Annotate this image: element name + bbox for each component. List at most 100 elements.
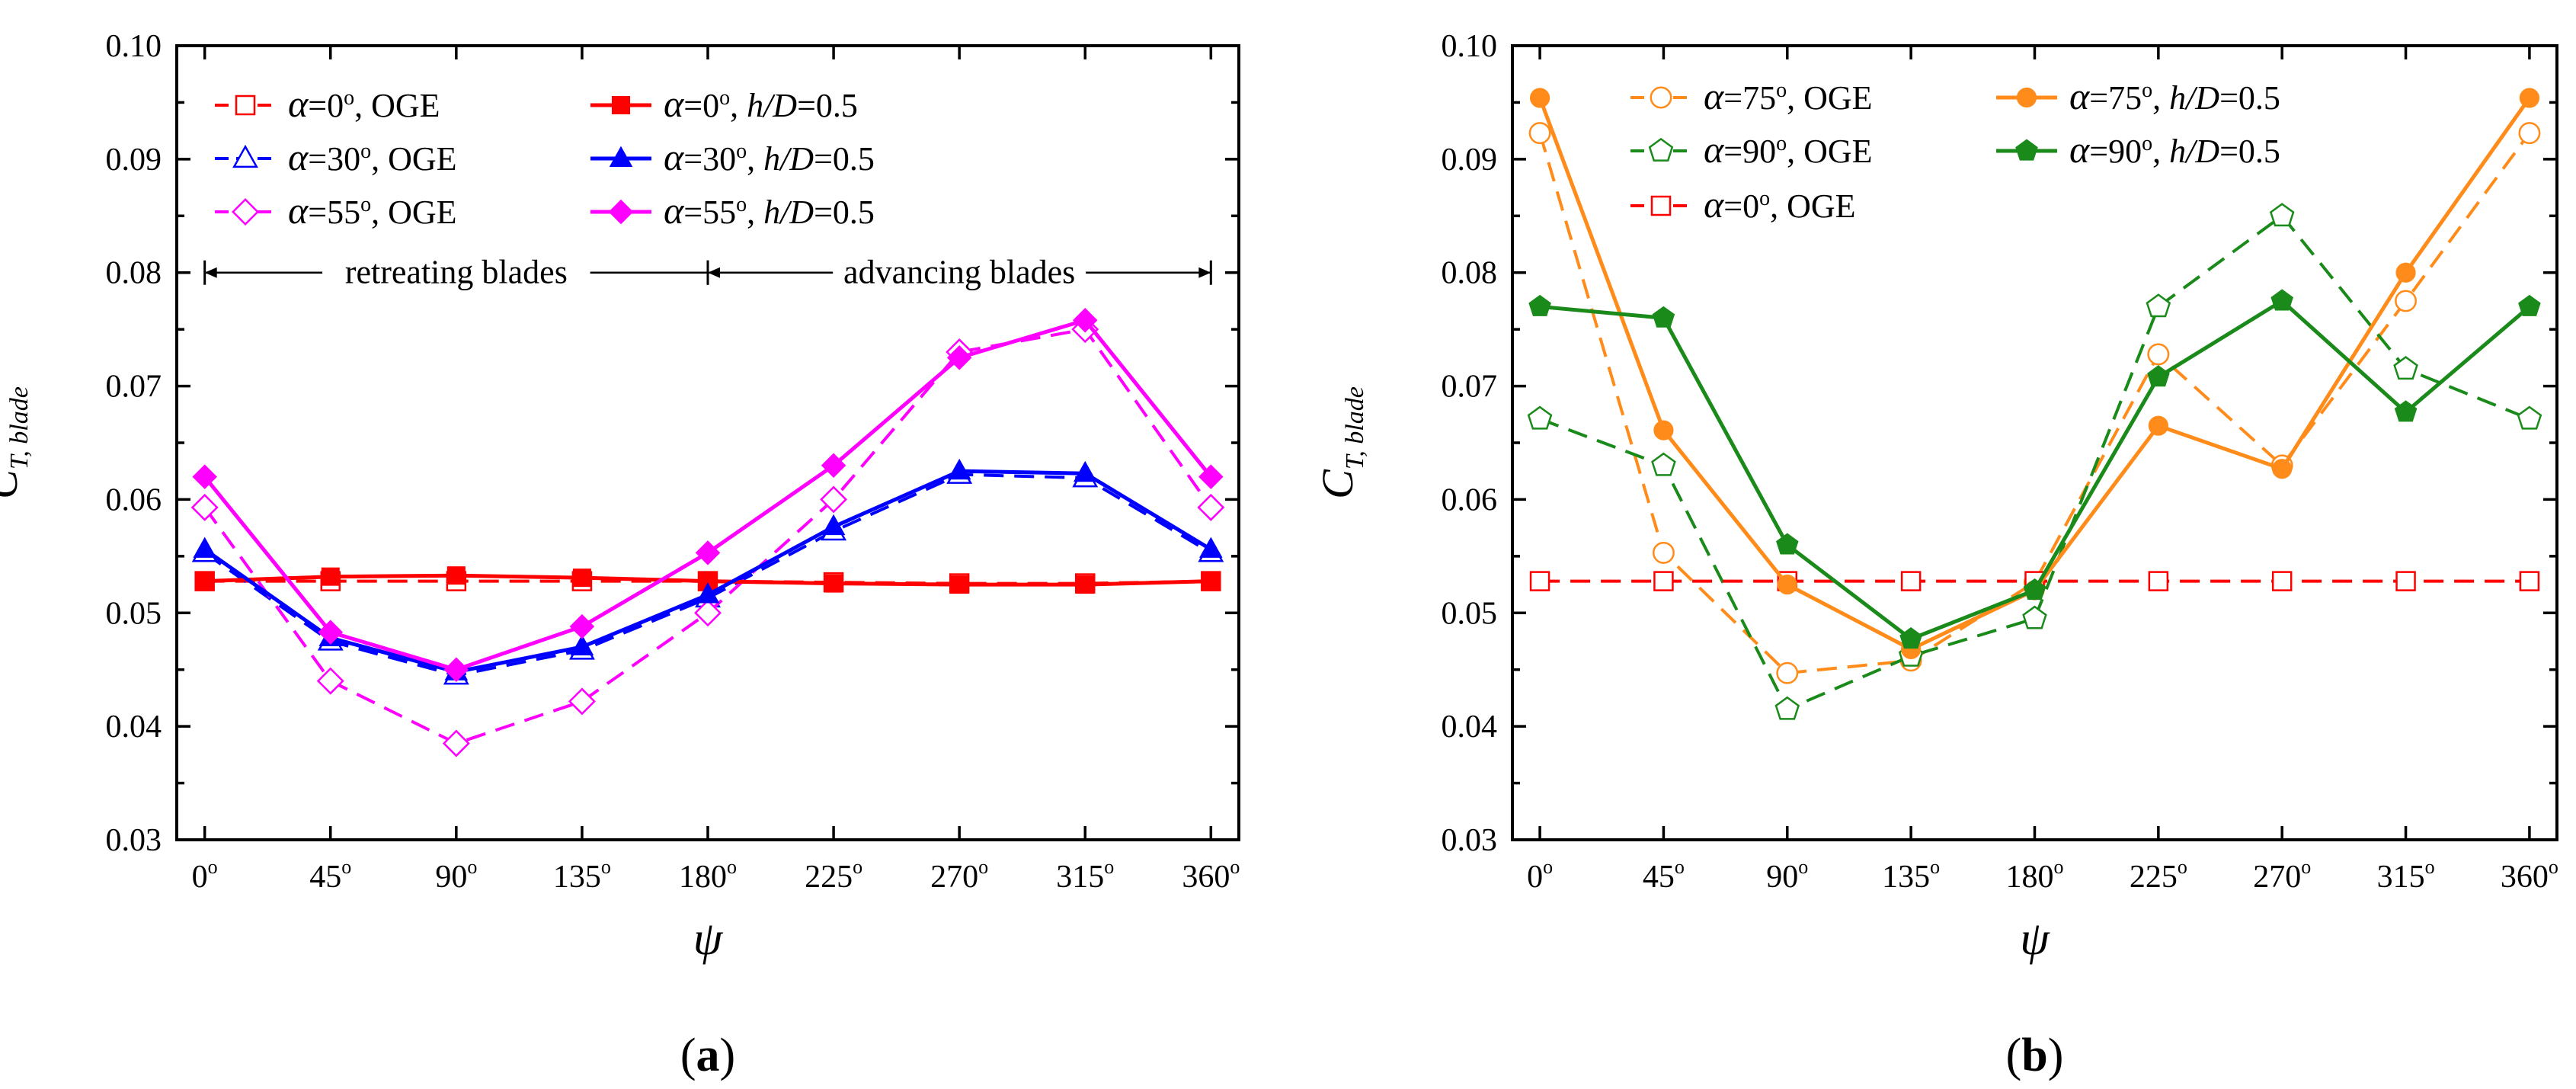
data-point [2518, 122, 2541, 145]
panel-label: (b) [2006, 1030, 2064, 1081]
data-point [1651, 452, 1676, 476]
data-point [1197, 493, 1225, 521]
x-tick-label: 45o [1643, 856, 1685, 895]
data-point [2518, 294, 2541, 316]
legend-entry: α=0o, OGE [215, 82, 440, 125]
data-point [1527, 405, 1553, 430]
series-1 [1527, 203, 2542, 720]
data-point [950, 575, 969, 594]
data-point [569, 613, 595, 639]
panel-label: (a) [680, 1030, 735, 1081]
data-point [2519, 571, 2540, 591]
data-point [2393, 356, 2418, 380]
x-tick-label: 90o [1766, 856, 1808, 895]
data-point [2023, 578, 2046, 601]
legend-swatch-marker [1648, 137, 1674, 162]
data-point [694, 599, 722, 627]
x-tick-label: 0o [1527, 856, 1553, 895]
data-point [1774, 696, 1800, 720]
data-point [1202, 572, 1221, 591]
x-tick-label: 135o [1882, 856, 1940, 895]
data-point [1777, 574, 1797, 595]
x-tick-label: 270o [2253, 856, 2311, 895]
data-point [2394, 400, 2418, 422]
x-tick-label: 90o [435, 856, 477, 895]
data-point [2395, 571, 2416, 591]
annotation-arrowhead [708, 267, 720, 278]
data-point [443, 657, 469, 682]
plot-frame [1511, 44, 2558, 841]
legend-swatch-marker [232, 198, 259, 226]
data-point [1528, 294, 1551, 316]
series-line [1538, 97, 2531, 652]
legend-swatch-marker [2015, 139, 2038, 161]
annotation-arrowhead [1198, 267, 1211, 278]
data-point [318, 620, 344, 645]
data-point [1072, 307, 1098, 333]
x-tick-label: 225o [2130, 856, 2187, 895]
legend-entry: α=0o, h/D=0.5 [590, 82, 858, 125]
data-point [1652, 306, 1675, 328]
data-point [2148, 415, 2168, 436]
legend-entry: α=75o, h/D=0.5 [1996, 75, 2280, 117]
y-tick-label: 0.06 [1442, 482, 1498, 517]
x-tick-label: 270o [930, 856, 988, 895]
data-point [1198, 464, 1224, 489]
data-point [190, 493, 219, 521]
series-line [1539, 213, 2530, 712]
legend-label: α=0o, OGE [288, 82, 440, 125]
legend-swatch-marker [608, 199, 634, 225]
y-axis-label: CT, blade [0, 386, 34, 499]
y-tick-label: 0.04 [106, 709, 162, 745]
x-tick-label: 45o [309, 856, 351, 895]
series-3 [195, 566, 1221, 594]
y-tick-label: 0.08 [1442, 256, 1498, 291]
data-point [572, 569, 591, 588]
legend-swatch-marker [609, 146, 633, 168]
legend-label: α=0o, OGE [1704, 183, 1856, 226]
legend-entry: α=75o, OGE [1630, 75, 1873, 117]
data-point [2395, 262, 2416, 283]
annotation-retreating: retreating blades [345, 254, 568, 291]
legend-label: α=90o, h/D=0.5 [2069, 128, 2280, 171]
y-tick-label: 0.09 [106, 143, 162, 178]
data-point [446, 566, 466, 585]
series-4 [1528, 289, 2541, 649]
data-point [821, 514, 846, 536]
legend-label: α=55o, OGE [288, 189, 457, 232]
y-tick-label: 0.04 [1442, 709, 1498, 745]
annotation-advancing: advancing blades [843, 254, 1075, 291]
data-point [824, 574, 843, 593]
x-tick-label: 180o [679, 856, 737, 895]
data-point [192, 464, 217, 489]
x-tick-label: 315o [2377, 856, 2435, 895]
y-axis-label: CT, blade [1313, 386, 1369, 499]
series-line [203, 472, 1212, 677]
data-point [1900, 571, 1922, 591]
series-line [203, 327, 1212, 745]
legend-entry: α=30o, h/D=0.5 [590, 136, 875, 178]
legend-entry: α=90o, OGE [1630, 128, 1873, 171]
data-point [1073, 460, 1097, 482]
y-tick-label: 0.06 [106, 482, 162, 517]
x-axis-label: ψ [693, 913, 724, 965]
y-tick-label: 0.03 [106, 823, 162, 858]
data-point [570, 634, 594, 655]
data-point [193, 536, 216, 558]
legend-entry: α=55o, h/D=0.5 [590, 189, 875, 232]
data-point [1776, 661, 1799, 684]
data-point [946, 345, 972, 370]
data-point [1528, 122, 1551, 145]
annotation-arrowhead [204, 267, 217, 278]
legend-swatch-marker [235, 94, 256, 116]
y-tick-label: 0.07 [1442, 370, 1498, 405]
legend-swatch-marker [2016, 87, 2037, 108]
data-point [2271, 571, 2293, 591]
data-point [321, 567, 340, 586]
data-point [2147, 343, 2170, 366]
legend-label: α=75o, OGE [1704, 75, 1873, 117]
legend-swatch-marker [1650, 195, 1672, 216]
legend-swatch-marker [1650, 86, 1672, 109]
data-point [696, 582, 720, 604]
y-tick-label: 0.07 [106, 370, 162, 405]
